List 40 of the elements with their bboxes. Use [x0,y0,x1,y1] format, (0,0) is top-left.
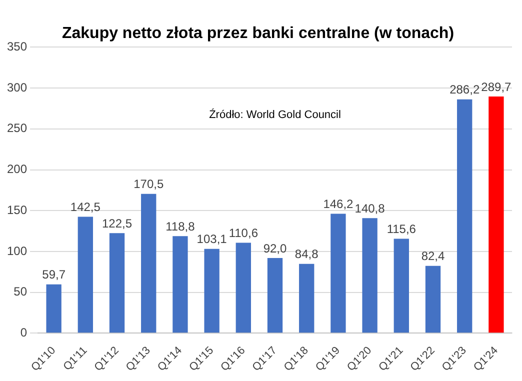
bar [236,242,251,333]
bar [299,264,314,333]
chart-title: Zakupy netto złota przez banki centralne (w tonach) [62,25,454,42]
annotation: Źródło: World Gold Council [209,108,341,122]
bar [425,266,441,333]
data-label: 146,2 [323,197,354,212]
data-label: 289,7 [481,80,512,94]
y-tick-label: 350 [6,40,28,54]
data-label: 110,6 [228,226,258,240]
y-tick-label: 0 [20,325,28,340]
data-label: 140,8 [354,201,386,216]
data-label: 118,8 [166,219,196,234]
data-label: 82,4 [421,249,446,264]
data-label: 142,5 [70,200,101,214]
y-tick-label: 100 [6,244,28,258]
y-tick-label: 300 [6,80,28,94]
data-label: 122,5 [102,216,132,230]
bar [141,194,156,333]
bar [330,214,346,333]
bar [204,248,220,333]
data-label: 103,1 [196,232,228,246]
bar [109,233,125,333]
bar [78,216,94,333]
bar [488,96,504,333]
bar [457,99,472,333]
bar [46,284,62,333]
data-label: 170,5 [134,177,164,192]
bar [267,258,283,333]
y-tick-label: 250 [6,121,28,136]
data-label: 59,7 [42,268,66,282]
y-tick-label: 50 [14,284,28,299]
bar [172,236,188,333]
data-label: 92,0 [263,241,288,256]
data-label: 84,8 [294,247,319,262]
y-tick-label: 200 [6,162,28,176]
y-tick-label: 150 [6,202,28,217]
data-label: 286,2 [450,82,480,97]
bar [362,218,378,333]
data-label: 115,6 [386,222,416,236]
bar [394,238,409,333]
